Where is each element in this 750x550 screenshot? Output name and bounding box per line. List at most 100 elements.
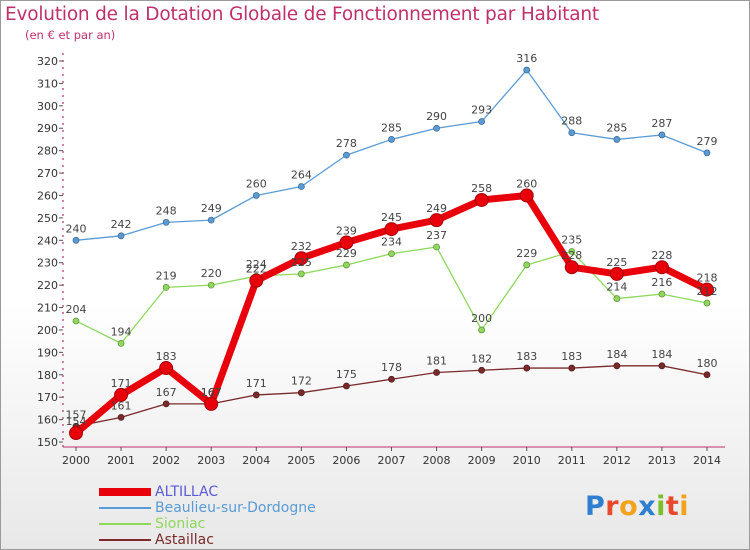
data-point xyxy=(297,389,305,397)
data-point xyxy=(343,261,350,269)
x-tick-label: 2001 xyxy=(107,454,135,467)
data-label: 278 xyxy=(336,137,357,150)
data-label: 172 xyxy=(291,375,312,388)
y-tick-label: 200 xyxy=(37,324,58,337)
y-tick-label: 230 xyxy=(37,257,58,270)
legend-label: Beaulieu-sur-Dordogne xyxy=(155,500,316,516)
data-label: 240 xyxy=(66,222,87,235)
data-label: 285 xyxy=(381,121,402,134)
data-label: 258 xyxy=(471,182,492,195)
logo-letter: P xyxy=(585,491,606,522)
legend: ALTILLAC Beaulieu-sur-Dordogne Sioniac Asta… xyxy=(99,484,316,548)
data-label: 264 xyxy=(291,169,312,182)
data-point xyxy=(654,260,669,275)
data-label: 260 xyxy=(516,177,537,190)
axes: 150 160 170 180 190 200 210 220 230 240 250 260 270 2… xyxy=(37,53,725,467)
data-point xyxy=(568,364,576,372)
data-label: 234 xyxy=(381,236,402,249)
legend-item: Sioniac xyxy=(99,516,316,532)
x-tick-label: 2006 xyxy=(332,454,360,467)
data-label: 245 xyxy=(381,211,402,224)
data-label: 228 xyxy=(561,249,582,262)
data-label: 216 xyxy=(651,276,672,289)
data-label: 200 xyxy=(471,312,492,325)
data-label: 212 xyxy=(697,285,718,298)
data-label: 249 xyxy=(426,202,447,215)
x-tick-label: 2007 xyxy=(378,454,406,467)
data-point xyxy=(339,235,354,250)
data-point xyxy=(523,364,531,372)
y-tick-label: 260 xyxy=(37,189,58,202)
data-point xyxy=(294,251,309,266)
logo-letter: o xyxy=(619,491,639,522)
legend-swatch xyxy=(99,539,151,541)
data-point xyxy=(478,118,486,125)
data-label: 204 xyxy=(66,303,87,316)
data-label: 180 xyxy=(697,357,718,370)
data-point xyxy=(388,375,395,383)
data-point xyxy=(297,183,305,190)
data-label: 167 xyxy=(201,386,222,399)
data-label: 242 xyxy=(111,218,132,231)
data-label: 182 xyxy=(471,352,492,365)
data-point xyxy=(162,218,170,226)
y-tick-label: 240 xyxy=(37,234,58,247)
chart-title: Evolution de la Dotation Globale de Fonc… xyxy=(5,4,599,25)
y-tick-label: 250 xyxy=(37,212,58,225)
data-point xyxy=(249,273,264,288)
x-tick-label: 2011 xyxy=(558,454,586,467)
data-point xyxy=(478,326,486,334)
data-point xyxy=(523,66,531,74)
x-tick-label: 2014 xyxy=(693,454,721,467)
x-tick-label: 2002 xyxy=(152,454,180,467)
y-tick-label: 270 xyxy=(37,167,58,180)
data-point xyxy=(613,295,621,302)
data-label: 235 xyxy=(561,234,582,247)
legend-item: Astaillac xyxy=(99,532,316,548)
x-tick-label: 2004 xyxy=(242,454,270,467)
data-label: 232 xyxy=(291,240,312,253)
data-label: 219 xyxy=(156,269,177,282)
data-label: 239 xyxy=(336,225,357,238)
data-label: 279 xyxy=(697,135,718,148)
legend-swatch xyxy=(99,507,151,509)
data-label: 183 xyxy=(561,350,582,363)
data-label: 161 xyxy=(111,399,132,412)
data-point xyxy=(297,270,305,278)
data-point xyxy=(564,260,579,275)
data-label: 285 xyxy=(606,121,627,134)
data-label: 225 xyxy=(606,256,627,269)
data-point xyxy=(700,282,714,297)
data-label: 183 xyxy=(156,350,177,363)
data-label: 260 xyxy=(246,177,267,190)
data-point xyxy=(703,149,711,157)
data-point xyxy=(658,131,666,139)
x-tick-label: 2008 xyxy=(423,454,451,467)
data-point xyxy=(658,290,666,298)
data-point xyxy=(613,362,621,370)
data-label: 290 xyxy=(426,110,447,123)
data-point xyxy=(568,129,576,137)
legend-swatch xyxy=(99,488,151,496)
data-point xyxy=(433,243,440,251)
data-point xyxy=(117,232,125,240)
data-point xyxy=(478,366,486,374)
y-tick-label: 320 xyxy=(37,55,58,68)
data-label: 184 xyxy=(651,348,672,361)
y-tick-label: 220 xyxy=(37,279,58,292)
data-label: 167 xyxy=(156,386,177,399)
data-point xyxy=(343,151,350,159)
data-label: 249 xyxy=(201,202,222,215)
legend-item: Beaulieu-sur-Dordogne xyxy=(99,500,316,516)
data-label: 228 xyxy=(651,249,672,262)
legend-label: Astaillac xyxy=(155,532,214,548)
y-tick-label: 290 xyxy=(37,122,58,135)
data-point xyxy=(252,391,260,399)
data-point xyxy=(343,382,350,390)
data-label: 222 xyxy=(246,263,267,276)
data-label: 220 xyxy=(201,267,222,280)
data-label: 218 xyxy=(697,272,718,285)
data-label: 237 xyxy=(426,229,447,242)
data-point xyxy=(207,216,215,224)
